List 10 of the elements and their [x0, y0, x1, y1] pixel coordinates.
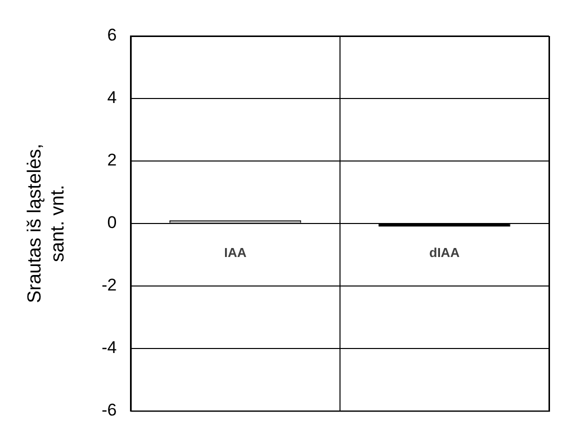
y-tick-label: 2	[107, 150, 117, 170]
y-tick-label: 6	[107, 26, 117, 45]
x-tick-label: dIAA	[429, 244, 460, 260]
y-tick-label: -4	[102, 338, 117, 358]
x-tick-label: IAA	[224, 244, 248, 260]
y-tick-label: 4	[107, 88, 117, 108]
y-axis-title: Srautas iš ląstelės, sant. vnt.	[24, 144, 68, 304]
y-tick-label: -6	[102, 400, 117, 420]
y-tick-label: -2	[102, 276, 117, 295]
y-tick-label: 0	[107, 213, 117, 232]
